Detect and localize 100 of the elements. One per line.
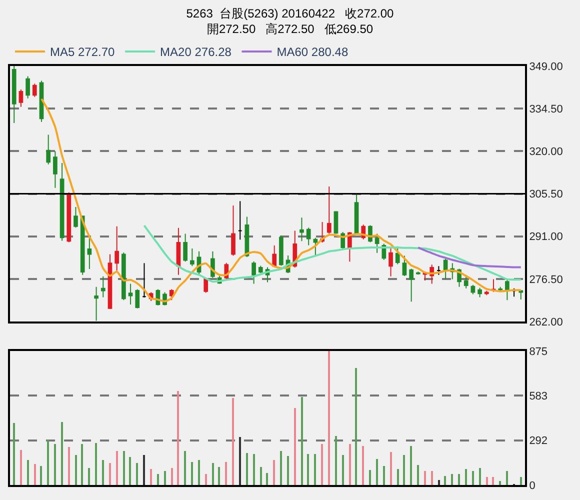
- bar: [465, 468, 467, 485]
- y-tick-label: 349.00: [529, 60, 563, 73]
- bar: [506, 470, 508, 485]
- bar: [438, 480, 440, 485]
- bar: [205, 474, 207, 485]
- y-tick-label: 875: [529, 346, 548, 358]
- candlestick: [300, 217, 304, 242]
- bar: [13, 422, 15, 485]
- candlestick: [142, 262, 146, 298]
- bar: [349, 444, 351, 485]
- candlestick: [518, 290, 524, 300]
- candlestick: [60, 162, 64, 242]
- y-tick-label: 292: [529, 435, 548, 448]
- bar: [280, 450, 282, 485]
- candlestick: [505, 278, 510, 301]
- candlestick: [478, 287, 482, 298]
- bar: [164, 470, 166, 485]
- line-series: [143, 224, 522, 283]
- bar: [171, 468, 173, 485]
- candlestick: [12, 66, 16, 124]
- bar: [191, 462, 193, 485]
- bar: [335, 436, 337, 485]
- bar: [232, 398, 234, 485]
- bar: [61, 422, 63, 485]
- line-series: [417, 246, 522, 268]
- candlestick: [436, 266, 441, 276]
- bar: [376, 458, 378, 485]
- candlestick: [498, 286, 503, 292]
- candlestick: [354, 192, 359, 234]
- candlestick: [183, 233, 188, 262]
- bar: [520, 476, 522, 485]
- candlestick: [100, 276, 106, 298]
- bar: [129, 456, 131, 485]
- bar: [444, 476, 446, 485]
- bar: [492, 476, 494, 485]
- bar: [68, 446, 70, 485]
- y-tick-label: 276.50: [529, 274, 563, 286]
- candlestick: [252, 260, 256, 284]
- bar: [273, 460, 275, 485]
- bar: [20, 450, 22, 485]
- legend-label: MA5 272.70: [50, 45, 116, 60]
- bar: [34, 464, 36, 485]
- bar: [486, 476, 488, 485]
- bar: [184, 450, 186, 485]
- bar: [225, 462, 227, 485]
- candlestick: [176, 227, 181, 276]
- bar: [177, 390, 179, 485]
- candlestick: [306, 227, 311, 246]
- candlestick: [122, 252, 126, 301]
- bar: [239, 436, 241, 485]
- candlestick: [272, 245, 277, 267]
- candlestick: [313, 237, 318, 256]
- candlestick: [374, 233, 380, 254]
- candlestick: [80, 215, 85, 276]
- candlestick: [53, 150, 58, 188]
- candlestick: [279, 235, 284, 266]
- bar: [150, 468, 152, 485]
- bar: [102, 460, 104, 485]
- candlestick: [94, 286, 98, 322]
- bar: [479, 468, 481, 485]
- bar: [212, 462, 214, 485]
- bar: [390, 452, 392, 485]
- candlestick: [128, 283, 133, 306]
- bar: [260, 466, 262, 485]
- chart-subtitle: 開272.50 高272.50 低269.50: [206, 22, 374, 36]
- candlestick: [231, 205, 236, 256]
- bar: [458, 474, 460, 485]
- candlestick: [46, 134, 51, 165]
- bar: [157, 474, 159, 485]
- bar: [321, 444, 323, 485]
- bar: [328, 350, 330, 485]
- candlestick: [348, 231, 352, 262]
- candlestick: [395, 246, 400, 265]
- bar: [75, 454, 77, 485]
- candlestick: [326, 186, 332, 234]
- legend-label: MA20 276.28: [160, 45, 232, 60]
- candlestick: [66, 192, 72, 243]
- candlestick: [87, 238, 92, 270]
- bar: [95, 442, 97, 485]
- bar: [417, 464, 419, 485]
- bar: [253, 454, 255, 485]
- bar: [342, 454, 344, 485]
- candlestick: [74, 206, 78, 228]
- y-tick-label: 0: [529, 480, 536, 492]
- bar: [301, 396, 303, 485]
- line-series: [40, 98, 522, 302]
- candlestick: [464, 274, 468, 289]
- legend-label: MA60 280.48: [276, 45, 348, 60]
- bar: [88, 468, 90, 485]
- bar: [109, 462, 111, 485]
- y-tick-label: 291.00: [529, 231, 563, 244]
- bar: [294, 408, 296, 485]
- bar: [116, 450, 118, 485]
- bar: [136, 462, 138, 485]
- bar: [472, 470, 474, 485]
- bar: [362, 446, 364, 485]
- y-tick-label: 334.50: [529, 103, 563, 116]
- bar: [451, 474, 453, 485]
- bar: [355, 368, 357, 485]
- bar: [287, 456, 289, 485]
